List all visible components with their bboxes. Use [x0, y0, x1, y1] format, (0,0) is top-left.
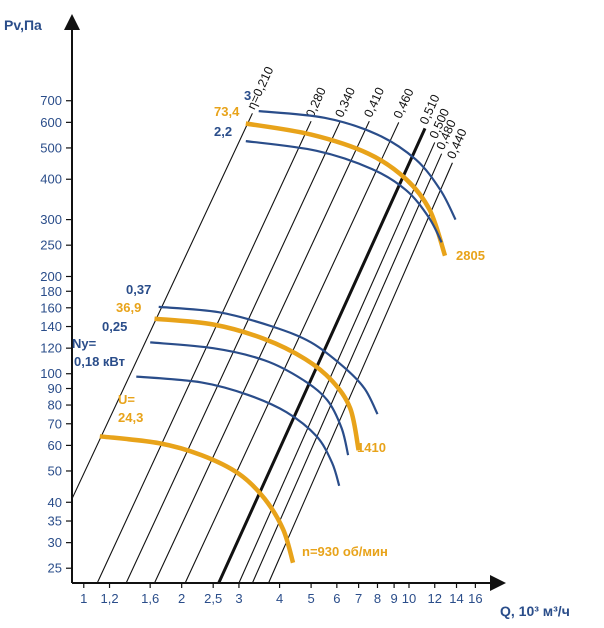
y-tick-label-19: 600 [40, 115, 62, 130]
series-curve-6 [136, 375, 341, 487]
label-power-0-18-kw: 0,18 кВт [74, 354, 125, 369]
label-rpm-2805: 2805 [456, 248, 485, 263]
y-tick-label-13: 180 [40, 284, 62, 299]
x-tick-label-11: 9 [390, 591, 397, 606]
label-speed-36-9: 36,9 [116, 300, 141, 315]
label-power-2-2: 2,2 [214, 124, 232, 139]
series-curves [99, 110, 457, 564]
y-tick-label-17: 400 [40, 172, 62, 187]
series-curve-1 [245, 121, 448, 257]
y-tick-label-20: 700 [40, 93, 62, 108]
series-curve-3 [158, 305, 379, 415]
y-tick-label-0: 25 [48, 561, 62, 576]
label-speed-u: U= [118, 392, 135, 407]
x-tick-label-7: 5 [307, 591, 314, 606]
label-speed-24-3: 24,3 [118, 410, 143, 425]
y-tick-label-16: 300 [40, 212, 62, 227]
x-tick-label-2: 1,6 [141, 591, 159, 606]
y-tick-label-12: 160 [40, 300, 62, 315]
x-tick-label-9: 7 [355, 591, 362, 606]
y-tick-label-9: 100 [40, 366, 62, 381]
label-power-0-25: 0,25 [102, 319, 127, 334]
y-axis-title: Pv,Па [4, 17, 42, 33]
label-rpm-1410: 1410 [357, 440, 386, 455]
series-curve-2 [245, 140, 443, 243]
y-tick-label-7: 80 [48, 398, 62, 413]
x-tick-label-13: 12 [428, 591, 442, 606]
x-tick-label-15: 16 [468, 591, 482, 606]
y-tick-label-11: 140 [40, 319, 62, 334]
axis-ticks: 1 1,2 1,6 2 2,5 3 4 5 6 7 8 9 10 12 14 16 25 30 35 40 50 60 70… [40, 93, 482, 606]
efficiency-line-7 [251, 153, 443, 584]
x-tick-label-14: 14 [449, 591, 463, 606]
x-tick-label-0: 1 [80, 591, 87, 606]
y-tick-label-10: 120 [40, 341, 62, 356]
y-tick-label-5: 60 [48, 438, 62, 453]
y-tick-label-4: 50 [48, 463, 62, 478]
x-axis-title: Q, 10³ м³/ч [500, 603, 570, 619]
efficiency-line-3 [154, 120, 370, 584]
series-curve-7 [99, 434, 296, 564]
y-tick-label-6: 70 [48, 416, 62, 431]
x-tick-label-12: 10 [402, 591, 416, 606]
efficiency-label-4: 0,460 [391, 86, 417, 120]
efficiency-line-5 [217, 127, 427, 584]
series-curve-4 [154, 316, 361, 451]
x-tick-label-10: 8 [374, 591, 381, 606]
efficiency-line-8 [268, 162, 453, 584]
series-curve-5 [150, 341, 350, 456]
y-tick-label-3: 40 [48, 495, 62, 510]
y-tick-label-15: 250 [40, 238, 62, 253]
efficiency-label-3: 0,410 [361, 85, 387, 119]
x-tick-label-1: 1,2 [100, 591, 118, 606]
label-speed-73-4: 73,4 [214, 104, 240, 119]
x-tick-label-5: 3 [235, 591, 242, 606]
label-power-3: 3 [244, 88, 251, 103]
efficiency-line-1 [96, 120, 312, 584]
y-tick-label-1: 30 [48, 535, 62, 550]
efficiency-label-2: 0,340 [332, 85, 358, 119]
y-tick-label-14: 200 [40, 269, 62, 284]
label-power-0-37: 0,37 [126, 282, 151, 297]
y-tick-label-8: 90 [48, 381, 62, 396]
y-tick-label-2: 35 [48, 514, 62, 529]
label-rpm-930: n=930 об/мин [302, 544, 388, 559]
x-tick-label-3: 2 [178, 591, 185, 606]
label-power-ny: Ny= [72, 336, 97, 351]
x-tick-label-4: 2,5 [204, 591, 222, 606]
series-curve-0 [258, 110, 457, 221]
y-tick-label-18: 500 [40, 140, 62, 155]
x-tick-label-6: 4 [276, 591, 283, 606]
x-tick-label-8: 6 [333, 591, 340, 606]
